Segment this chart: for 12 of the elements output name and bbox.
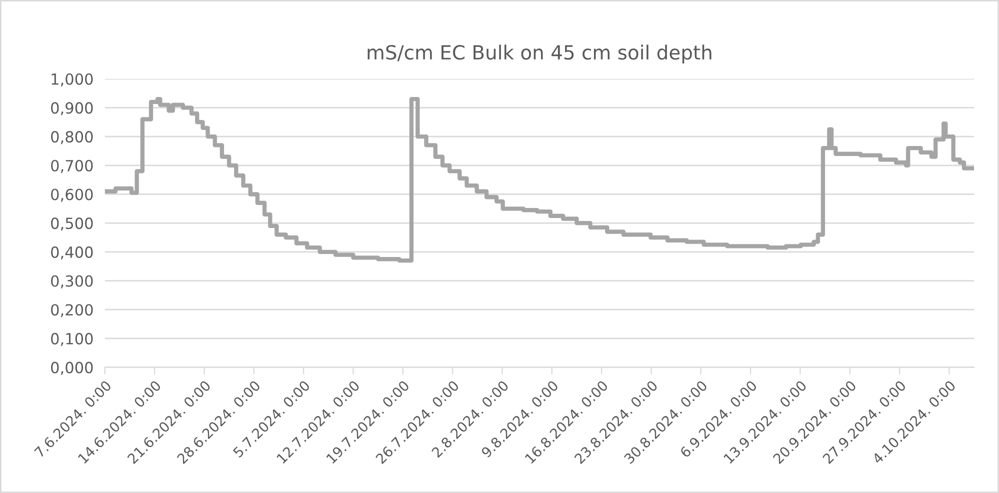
y-tick-label: 0,100: [51, 332, 93, 346]
y-tick-label: 0,000: [51, 362, 93, 375]
chart-title: mS/cm EC Bulk on 45 cm soil depth: [368, 44, 712, 64]
y-tick-label: 0,700: [51, 160, 93, 173]
y-tick-label: 0,800: [51, 131, 93, 144]
y-tick-label: 0,500: [51, 218, 93, 231]
y-tick-label: 1,000: [52, 73, 93, 86]
y-tick-label: 0,600: [51, 188, 93, 202]
y-tick-label: 0,400: [51, 246, 93, 260]
y-tick-label: 0,300: [51, 275, 93, 288]
y-tick-label: 0,900: [51, 102, 93, 116]
y-tick-label: 0,200: [51, 304, 93, 318]
